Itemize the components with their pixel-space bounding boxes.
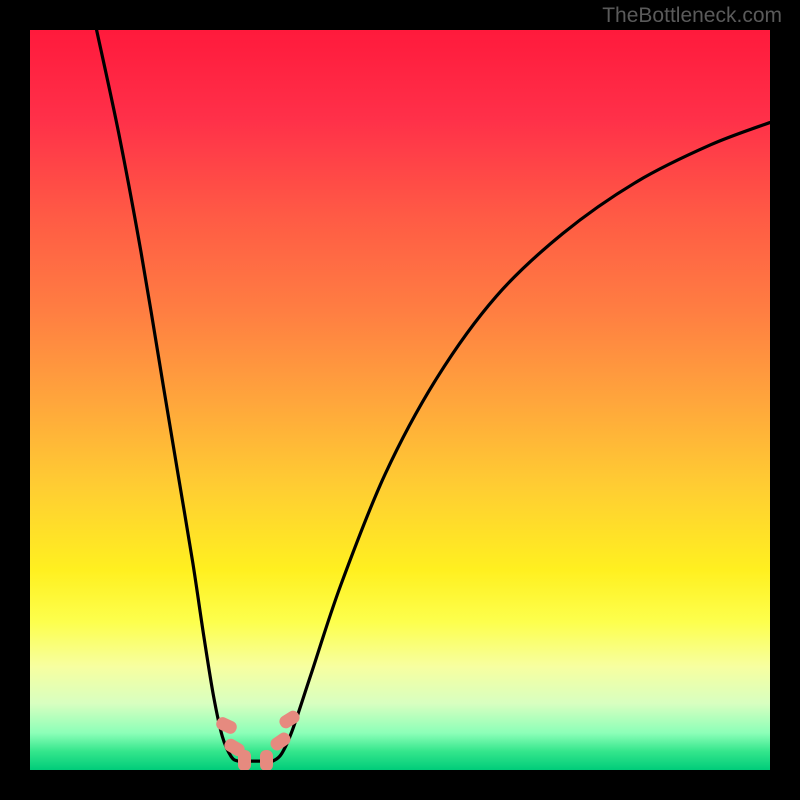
bottleneck-curve (97, 30, 770, 762)
curve-marker-3 (260, 750, 273, 770)
watermark-text: TheBottleneck.com (602, 4, 782, 28)
curve-marker-2 (238, 750, 251, 770)
curve-layer (30, 30, 770, 770)
plot-area (30, 30, 770, 770)
